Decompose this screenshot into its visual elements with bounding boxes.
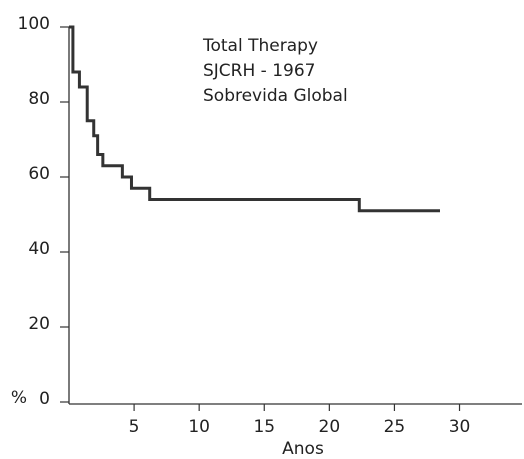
y-tick-label: 60 — [28, 164, 50, 184]
x-tick-label: 20 — [319, 417, 341, 437]
annotation: SJCRH - 1967 — [203, 61, 315, 81]
annotation: Sobrevida Global — [203, 86, 348, 106]
y-tick-label: 40 — [28, 239, 50, 259]
x-axis-label: Anos — [282, 439, 324, 459]
y-tick-label: 0 — [39, 389, 50, 409]
annotation: Total Therapy — [202, 36, 318, 56]
x-tick-label: 30 — [449, 417, 471, 437]
x-tick-label: 25 — [384, 417, 406, 437]
x-tick-label: 10 — [188, 417, 210, 437]
y-tick-label: 100 — [18, 14, 50, 34]
y-axis-label: % — [11, 388, 27, 408]
y-tick-label: 20 — [28, 314, 50, 334]
survival-curve — [69, 25, 440, 213]
x-tick-label: 5 — [129, 417, 140, 437]
y-tick-label: 80 — [28, 89, 50, 109]
x-tick-label: 15 — [253, 417, 275, 437]
